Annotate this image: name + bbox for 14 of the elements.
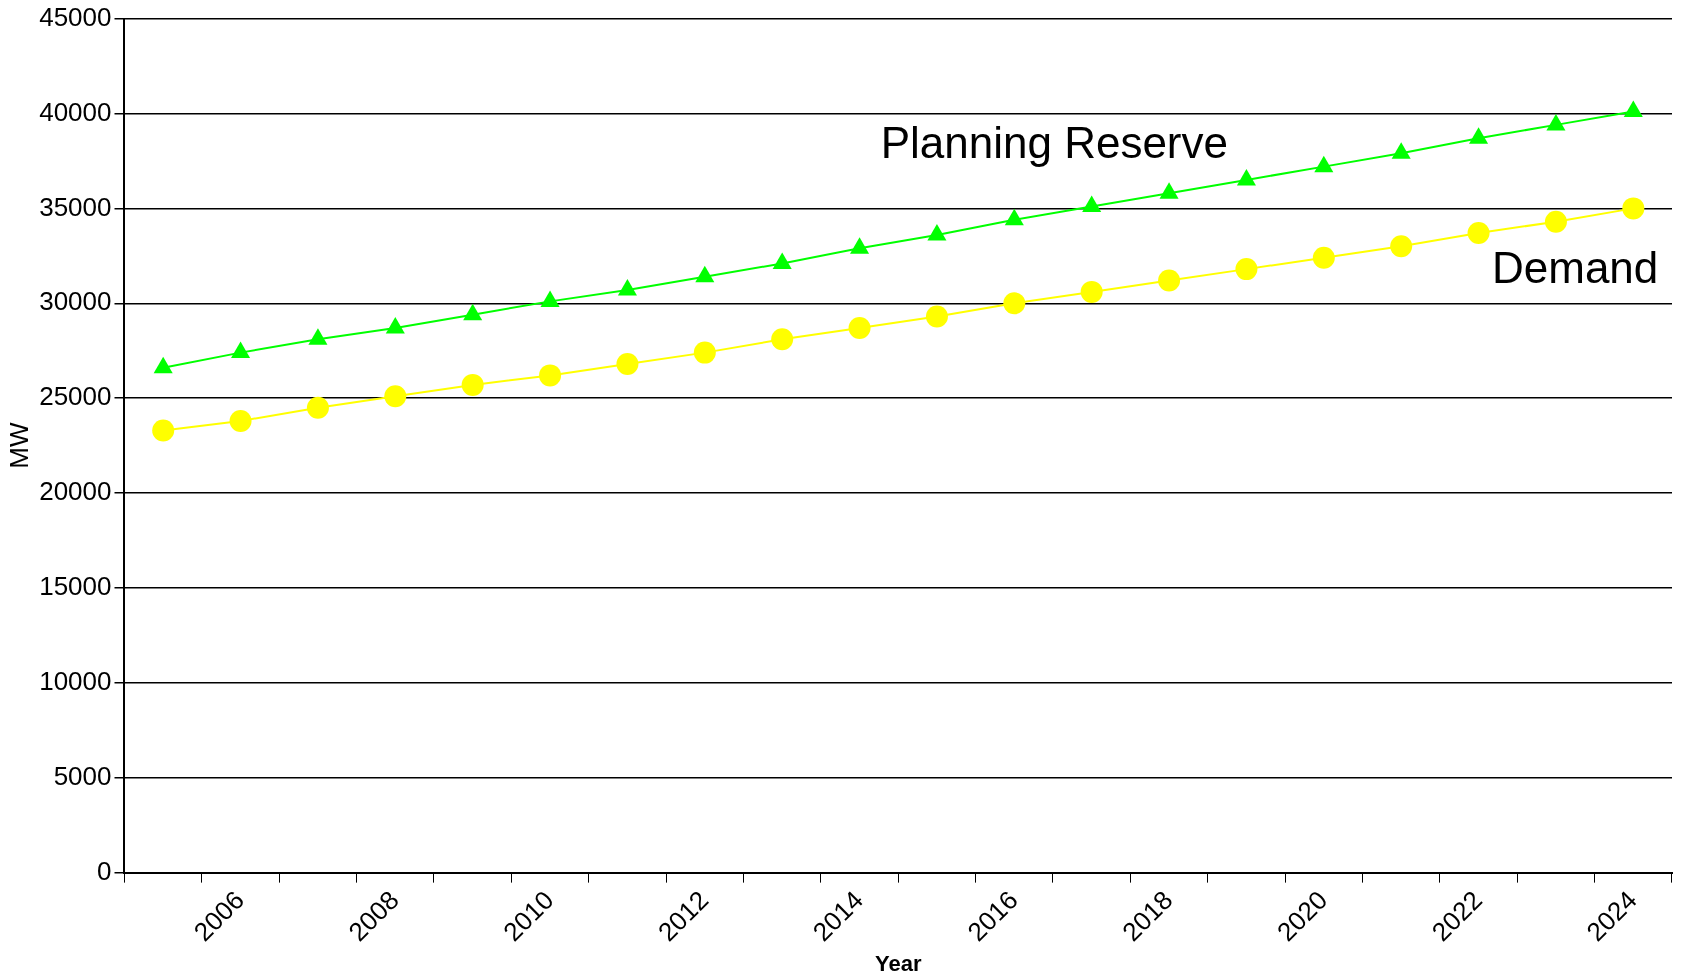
y-tick-label: 0 [97, 855, 112, 886]
y-tick-label: 15000 [39, 571, 112, 602]
y-tick-label: 10000 [39, 666, 112, 697]
y-tick-label: 45000 [39, 1, 112, 32]
y-axis-title: MW [3, 422, 34, 469]
x-axis-title: Year [875, 950, 922, 976]
series-label: Demand [1492, 243, 1659, 293]
y-tick-label: 25000 [39, 381, 112, 412]
y-tick-label: 30000 [39, 286, 112, 317]
y-tick-label: 35000 [39, 191, 112, 222]
y-tick-label: 40000 [39, 96, 112, 127]
y-tick-label: 20000 [39, 476, 112, 507]
y-tick-label: 5000 [53, 760, 112, 791]
series-label: Planning Reserve [880, 117, 1228, 167]
